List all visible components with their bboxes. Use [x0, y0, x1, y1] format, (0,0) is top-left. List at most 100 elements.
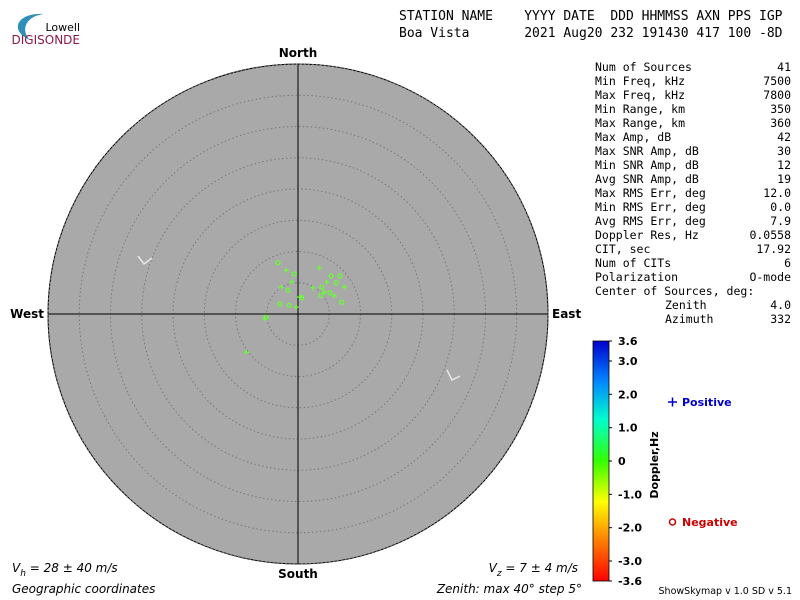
stat-value: 12.0 [763, 186, 791, 200]
source-circle [277, 301, 283, 307]
stat-value: 7.9 [770, 214, 791, 228]
zenith-info: Zenith: max 40° step 5° [436, 582, 582, 596]
header-labels: STATION NAME YYYY DATE DDD HHMMSS AXN PP… [399, 9, 783, 24]
colorbar-tick-label: 3.6 [618, 335, 638, 348]
source-circle [291, 271, 297, 277]
stat-label: Min Freq, kHz [595, 74, 685, 88]
stat-label: CIT, sec [595, 242, 650, 256]
stat-label: Avg RMS Err, deg [595, 214, 706, 228]
stat-value: 350 [770, 102, 791, 116]
source-circle [275, 260, 281, 266]
source-plus [310, 285, 316, 291]
source-circle [319, 284, 325, 290]
colorbar: 3.6 3.0 2.0 1.0 0 -1.0 -2.0 -3.0 -3.6 Doppler,Hz P… [592, 335, 738, 588]
center-heading: Center of Sources, deg: [595, 284, 754, 298]
source-circle [327, 290, 333, 296]
stat-label: Polarization [595, 270, 678, 284]
north-label: North [279, 46, 317, 60]
stat-value: 7800 [763, 88, 791, 102]
stat-label: Max Amp, dB [595, 130, 671, 144]
vh-symbol: V [12, 561, 21, 575]
skymap: North South East West [10, 46, 581, 581]
source-plus [331, 293, 337, 299]
source-plus [321, 289, 327, 295]
source-plus [324, 279, 330, 285]
south-label: South [278, 567, 318, 581]
stat-label: Avg SNR Amp, dB [595, 172, 699, 186]
east-label: East [552, 307, 581, 321]
stat-label: Max Range, km [595, 116, 685, 130]
legend-symbol [668, 518, 677, 526]
logo-top: Lowell [45, 21, 80, 34]
stat-label: Max SNR Amp, dB [595, 144, 699, 158]
source-plus [243, 349, 249, 355]
vz-symbol: V [489, 561, 498, 575]
vh: Vh = 28 ± 40 m/s [12, 561, 118, 579]
legend-label: Negative [682, 516, 738, 529]
colorbar-tick-label: -3.6 [618, 575, 642, 588]
source-circle [318, 292, 324, 298]
stat-label: Min Range, km [595, 102, 685, 116]
source-plus [341, 284, 347, 290]
stat-value: 6 [784, 256, 791, 270]
stat-value: 0.0 [770, 200, 791, 214]
stat-value: 41 [777, 60, 791, 74]
source-circle [263, 314, 269, 320]
stat-label: Azimuth [665, 312, 713, 326]
artifact [446, 369, 461, 382]
stat-label: Num of Sources [595, 60, 692, 74]
source-circle [339, 299, 345, 305]
colorbar-tick-label: -2.0 [618, 522, 642, 535]
legend-symbol [668, 397, 677, 407]
colorbar-tick-label: 1.0 [618, 422, 638, 435]
vh-text: = 28 ± 40 m/s [26, 561, 118, 575]
colorbar-tick-label: -3.0 [618, 555, 642, 568]
colorbar-tick-label: 2.0 [618, 388, 638, 401]
artifact [137, 255, 153, 266]
source-circle [328, 273, 334, 279]
stat-value: 19 [777, 172, 791, 186]
stat-value: 42 [777, 130, 791, 144]
colorbar-tick-label: -1.0 [618, 488, 642, 501]
stat-label: Max RMS Err, deg [595, 186, 706, 200]
colorbar-tick-label: 0 [618, 455, 626, 468]
stat-value: 332 [770, 312, 791, 326]
stat-label: Min RMS Err, deg [595, 200, 706, 214]
logo-swoosh [17, 13, 44, 40]
vz: Vz = 7 ± 4 m/s [489, 561, 578, 579]
stat-value: 12 [777, 158, 791, 172]
legend-label: Positive [682, 396, 732, 409]
source-circle [286, 302, 292, 308]
source-circle [299, 295, 305, 301]
stat-label: Max Freq, kHz [595, 88, 685, 102]
colorbar-label: Doppler,Hz [648, 431, 661, 498]
source-plus [278, 284, 284, 290]
source-plus [283, 267, 289, 273]
source-plus [293, 304, 299, 310]
source-plus [289, 279, 295, 285]
stat-value: 17.92 [756, 242, 791, 256]
stat-label: Doppler Res, Hz [595, 228, 699, 242]
vz-sub: z [496, 569, 502, 579]
logo: Lowell DIGISONDE [12, 13, 80, 47]
stat-label: Num of CITs [595, 256, 671, 270]
stat-label: Min SNR Amp, dB [595, 158, 699, 172]
version: ShowSkymap v 1.0 SD v 5.1 [659, 586, 792, 597]
stats-table: Num of Sources 41 Min Freq, kHz 7500 Max Fre… [595, 60, 791, 326]
coords: Geographic coordinates [12, 582, 155, 596]
stat-value: 7500 [763, 74, 791, 88]
vh-sub: h [20, 569, 26, 579]
stat-label: Zenith [665, 298, 707, 312]
source-circle [337, 273, 343, 279]
stat-value: 0.0558 [749, 228, 791, 242]
stat-value: 30 [777, 144, 791, 158]
logo-bottom: DIGISONDE [12, 33, 80, 47]
west-label: West [10, 307, 44, 321]
artifacts [137, 255, 461, 382]
vz-text: = 7 ± 4 m/s [502, 561, 578, 575]
stat-value: 4.0 [770, 298, 791, 312]
colorbar-tick-label: 3.0 [618, 355, 638, 368]
header-values: Boa Vista 2021 Aug20 232 191430 417 100 … [399, 26, 783, 41]
stat-value: O-mode [749, 270, 791, 284]
